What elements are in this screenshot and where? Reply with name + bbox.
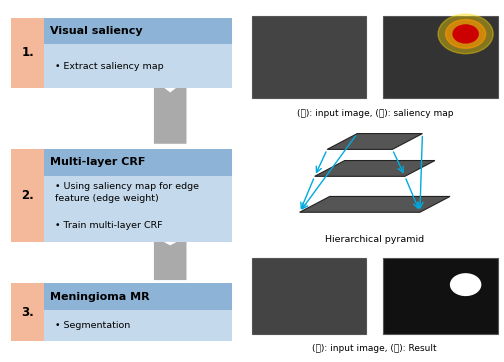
Text: (좌): input image, (우): Result: (좌): input image, (우): Result: [312, 344, 437, 353]
Text: • Extract saliency map: • Extract saliency map: [55, 62, 164, 71]
FancyBboxPatch shape: [44, 149, 232, 176]
Circle shape: [453, 25, 478, 43]
Text: • Train multi-layer CRF: • Train multi-layer CRF: [55, 221, 163, 230]
Polygon shape: [327, 134, 422, 150]
Text: • Segmentation: • Segmentation: [55, 321, 130, 330]
FancyBboxPatch shape: [12, 283, 44, 341]
FancyBboxPatch shape: [252, 258, 366, 334]
FancyBboxPatch shape: [44, 176, 232, 242]
FancyBboxPatch shape: [384, 258, 497, 334]
Circle shape: [438, 14, 493, 54]
FancyBboxPatch shape: [44, 45, 232, 88]
Text: (좌): input image, (우): saliency map: (좌): input image, (우): saliency map: [296, 109, 453, 118]
Text: Visual saliency: Visual saliency: [50, 26, 143, 36]
Circle shape: [451, 274, 481, 295]
Circle shape: [446, 20, 486, 48]
Polygon shape: [314, 160, 435, 176]
FancyBboxPatch shape: [44, 17, 232, 45]
Text: 3.: 3.: [21, 306, 34, 319]
Text: • Using saliency map for edge
feature (edge weight): • Using saliency map for edge feature (e…: [55, 182, 199, 203]
Polygon shape: [299, 197, 450, 212]
FancyArrow shape: [144, 231, 197, 280]
Text: 2.: 2.: [21, 189, 34, 202]
FancyBboxPatch shape: [44, 283, 232, 310]
FancyBboxPatch shape: [12, 149, 44, 242]
Text: Multi-layer CRF: Multi-layer CRF: [50, 157, 145, 167]
Text: 1.: 1.: [21, 46, 34, 59]
Text: Hierarchical pyramid: Hierarchical pyramid: [325, 235, 424, 244]
FancyBboxPatch shape: [384, 16, 497, 98]
Text: Meningioma MR: Meningioma MR: [50, 292, 150, 302]
FancyBboxPatch shape: [252, 16, 366, 98]
FancyArrow shape: [144, 72, 197, 144]
FancyBboxPatch shape: [44, 310, 232, 341]
FancyBboxPatch shape: [12, 17, 44, 88]
